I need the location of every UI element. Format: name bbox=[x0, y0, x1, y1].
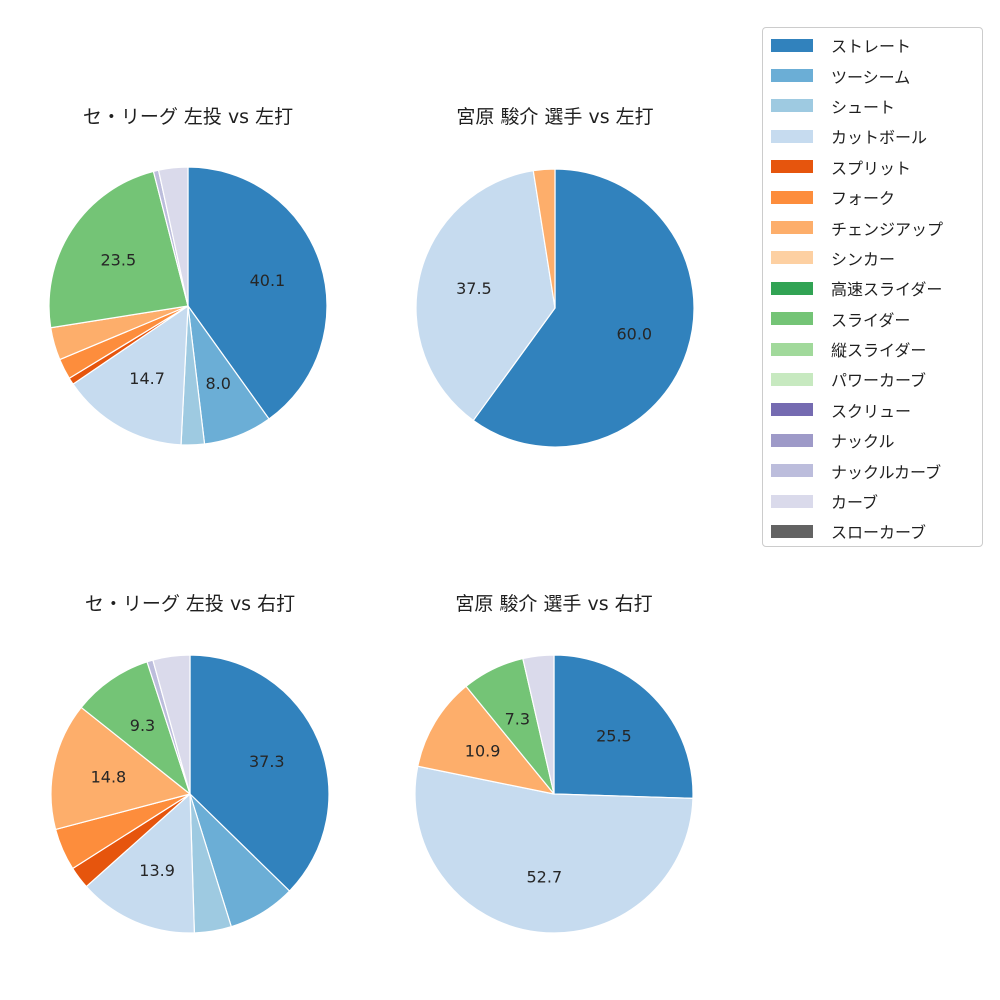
legend-label: スローカーブ bbox=[831, 523, 927, 543]
pie-slice-ストレート bbox=[472, 168, 695, 448]
legend-swatch bbox=[771, 221, 813, 235]
legend-swatch bbox=[771, 312, 813, 326]
legend-label: チェンジアップ bbox=[831, 219, 944, 239]
legend-label: パワーカーブ bbox=[831, 371, 927, 391]
legend-swatch bbox=[771, 524, 813, 538]
legend-label: スプリット bbox=[831, 158, 912, 178]
legend-item: スローカーブ bbox=[763, 516, 982, 546]
legend-label: カットボール bbox=[831, 128, 928, 148]
legend-swatch bbox=[771, 464, 813, 478]
pie-slice-スライダー bbox=[48, 170, 189, 329]
pie-slice-チェンジアップ bbox=[50, 706, 191, 831]
pie-value-label: 37.5 bbox=[456, 279, 492, 298]
legend-item: スライダー bbox=[763, 304, 982, 334]
pie-value-label: 14.7 bbox=[129, 369, 165, 388]
legend-label: シュート bbox=[831, 97, 896, 117]
pie-chart-player-vs-right: 25.5 52.7 10.97.3 bbox=[414, 654, 694, 934]
legend-swatch bbox=[771, 372, 813, 386]
pie-title-player-vs-left: 宮原 駿介 選手 vs 左打 bbox=[456, 106, 654, 128]
legend-label: スクリュー bbox=[831, 401, 912, 421]
legend-swatch bbox=[771, 99, 813, 113]
legend-label: ナックルカーブ bbox=[831, 462, 942, 482]
pie-slice-チェンジアップ bbox=[417, 685, 555, 795]
legend-item: ナックルカーブ bbox=[763, 455, 982, 485]
legend-label: 高速スライダー bbox=[831, 280, 943, 300]
legend-item: カーブ bbox=[763, 486, 982, 516]
pie-slice-カットボール bbox=[414, 765, 694, 934]
legend-label: 縦スライダー bbox=[831, 341, 927, 361]
legend-item: スクリュー bbox=[763, 395, 982, 425]
pie-slice-カットボール bbox=[415, 170, 556, 422]
pie-value-label: 8.0 bbox=[205, 374, 230, 393]
legend-swatch bbox=[771, 129, 813, 143]
pie-slice-チェンジアップ bbox=[532, 168, 556, 309]
pie-value-label: 25.5 bbox=[596, 727, 632, 746]
pie-slice-ストレート bbox=[189, 654, 330, 892]
pie-value-label: 7.3 bbox=[505, 710, 530, 729]
legend-swatch bbox=[771, 342, 813, 356]
pie-slice-カーブ bbox=[522, 654, 555, 795]
pie-slice-ストレート bbox=[187, 166, 328, 420]
pie-value-label: 9.3 bbox=[130, 716, 155, 735]
pie-slice-カットボール bbox=[85, 793, 195, 934]
legend-swatch bbox=[771, 494, 813, 508]
pie-title-league-vs-left: セ・リーグ 左投 vs 左打 bbox=[82, 106, 294, 128]
legend: ストレートツーシームシュートカットボール スプリットフォークチェンジアップ シンカー… bbox=[762, 27, 983, 547]
legend-label: カーブ bbox=[831, 493, 879, 513]
legend-label: ツーシーム bbox=[831, 67, 911, 87]
legend-item: シュート bbox=[763, 91, 982, 121]
pie-value-label: 10.9 bbox=[465, 741, 501, 760]
legend-item: ツーシーム bbox=[763, 60, 982, 90]
legend-swatch bbox=[771, 281, 813, 295]
pie-value-label: 40.1 bbox=[250, 271, 286, 290]
pie-slice-スライダー bbox=[80, 661, 191, 795]
pie-slice-カットボール bbox=[72, 305, 189, 446]
legend-item: ストレート bbox=[763, 30, 982, 60]
pie-chart-league-vs-right: 37.3 13.9 14.8 9.3 bbox=[50, 654, 330, 934]
pie-slice-カーブ bbox=[157, 166, 189, 307]
legend-item: スプリット bbox=[763, 152, 982, 182]
legend-label: ナックル bbox=[831, 432, 895, 452]
legend-swatch bbox=[771, 433, 813, 447]
pie-value-label: 37.3 bbox=[249, 752, 285, 771]
pie-title-player-vs-right: 宮原 駿介 選手 vs 右打 bbox=[455, 593, 653, 615]
legend-item: フォーク bbox=[763, 182, 982, 212]
legend-item: 高速スライダー bbox=[763, 273, 982, 303]
legend-item: ナックル bbox=[763, 425, 982, 455]
legend-item: 縦スライダー bbox=[763, 334, 982, 364]
pie-value-label: 13.9 bbox=[139, 861, 175, 880]
legend-item: カットボール bbox=[763, 121, 982, 151]
pie-chart-league-vs-left: 40.1 8.0 14.7 23.5 bbox=[48, 166, 328, 446]
legend-swatch bbox=[771, 38, 813, 52]
legend-item: パワーカーブ bbox=[763, 364, 982, 394]
legend-item: シンカー bbox=[763, 243, 982, 273]
legend-label: ストレート bbox=[831, 37, 912, 57]
pie-slice-ストレート bbox=[553, 654, 694, 799]
legend-label: スライダー bbox=[831, 310, 911, 330]
pie-chart-player-vs-left: 60.0 37.5 bbox=[415, 168, 695, 448]
pie-title-league-vs-right: セ・リーグ 左投 vs 右打 bbox=[84, 593, 296, 615]
legend-swatch bbox=[771, 69, 813, 83]
pie-value-label: 52.7 bbox=[526, 867, 562, 886]
legend-item: チェンジアップ bbox=[763, 212, 982, 242]
legend-swatch bbox=[771, 160, 813, 174]
legend-swatch bbox=[771, 251, 813, 265]
legend-swatch bbox=[771, 403, 813, 417]
pie-value-label: 23.5 bbox=[100, 251, 136, 270]
legend-label: フォーク bbox=[831, 189, 896, 209]
legend-swatch bbox=[771, 190, 813, 204]
pie-value-label: 60.0 bbox=[616, 324, 652, 343]
pie-slice-カーブ bbox=[152, 654, 191, 795]
pie-value-label: 14.8 bbox=[91, 767, 127, 786]
legend-label: シンカー bbox=[831, 249, 896, 269]
